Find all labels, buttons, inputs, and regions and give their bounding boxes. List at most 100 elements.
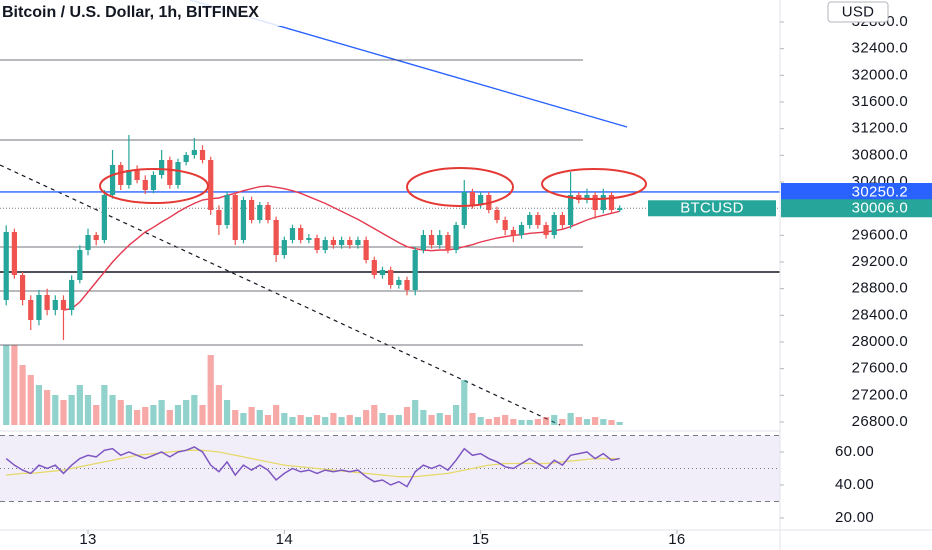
volume-bar — [469, 413, 476, 425]
volume-bar — [166, 410, 173, 425]
volume-bar — [223, 400, 231, 425]
candle-body — [551, 215, 557, 235]
volume-bar — [305, 417, 312, 425]
candle-body — [420, 235, 426, 250]
candle-body — [142, 180, 148, 190]
volume-bar — [313, 415, 321, 425]
volume-bar — [420, 410, 427, 425]
candle-body — [44, 295, 50, 310]
candle-body — [567, 195, 574, 225]
x-tick-label: 15 — [472, 531, 489, 548]
x-tick-label: 13 — [79, 531, 96, 548]
volume-bar — [428, 415, 435, 425]
volume-bar — [35, 385, 43, 425]
y-tick-label: 29200.0 — [852, 253, 908, 270]
symbol-badge — [648, 200, 776, 217]
volume-bar — [264, 415, 272, 425]
labels: Bitcoin / U.S. Dollar, 1h, BITFINEX USD … — [0, 0, 932, 218]
volume-bar — [542, 417, 550, 425]
rsi-line — [5, 446, 620, 488]
candle-body — [355, 240, 361, 245]
candle-body — [330, 240, 337, 245]
candle-body — [85, 235, 91, 250]
candle-body — [510, 230, 516, 235]
volume-bar — [412, 400, 419, 425]
rsi-tick-label: 40.00 — [835, 476, 874, 493]
volume-bar — [240, 413, 247, 425]
drawings-over — [99, 167, 647, 207]
volume-bar — [289, 417, 296, 425]
candle-body — [535, 215, 541, 225]
candle-body — [36, 295, 42, 320]
candle-body — [428, 235, 435, 245]
volume-bar — [485, 419, 492, 425]
candle-body — [396, 280, 402, 285]
volume-bar — [493, 417, 501, 425]
alert-badge — [781, 182, 932, 201]
candle-body — [19, 275, 26, 300]
volume-bar — [600, 419, 607, 425]
candle-body — [518, 225, 525, 235]
candle-body — [101, 195, 107, 240]
candle-body — [183, 155, 189, 162]
volume-bar — [60, 400, 67, 425]
y-tick-label: 28400.0 — [852, 306, 908, 323]
candle-body — [494, 210, 500, 220]
volume-bar — [133, 410, 141, 425]
candle-body — [608, 195, 615, 210]
last-price-label: 30006.0 — [852, 200, 908, 217]
volume-bar — [559, 419, 566, 425]
candle-body — [371, 260, 377, 275]
candle-body — [248, 200, 255, 220]
volume-bar — [11, 345, 18, 425]
volume-bar — [526, 420, 533, 425]
y-tick-label: 27200.0 — [852, 386, 908, 403]
volume-bar — [387, 415, 394, 425]
candle-body — [224, 195, 230, 225]
volume-layer — [3, 345, 623, 425]
volume-bar — [583, 419, 591, 425]
candle-body — [150, 175, 157, 190]
candle-body — [363, 240, 369, 260]
volume-bar — [232, 410, 239, 425]
alert-label: 30250.2 — [852, 183, 908, 200]
candle-body — [314, 238, 320, 250]
candle-body — [445, 235, 451, 250]
y-tick-label: 31600.0 — [852, 93, 908, 110]
candle-body — [289, 228, 296, 240]
candle-body — [28, 300, 34, 320]
volume-bar — [510, 419, 517, 425]
volume-bar — [608, 420, 615, 425]
candle-body — [60, 300, 67, 310]
volume-bar — [403, 407, 411, 425]
candle-body — [257, 205, 263, 220]
volume-bar — [322, 417, 329, 425]
volume-bar — [452, 405, 460, 425]
volume-bar — [207, 355, 214, 425]
candle-body — [322, 240, 328, 250]
volume-bar — [444, 415, 452, 425]
y-tick-label: 30800.0 — [852, 146, 908, 163]
volume-bar — [174, 405, 182, 425]
currency-box[interactable] — [827, 1, 889, 23]
volume-bar — [518, 420, 525, 425]
rsi-band — [0, 435, 780, 502]
volume-bar — [142, 407, 149, 425]
candle-body — [3, 232, 9, 300]
y-tick-label: 32400.0 — [852, 40, 908, 57]
candle-body — [502, 220, 508, 230]
candle-body — [11, 232, 18, 275]
volume-bar — [101, 385, 108, 425]
volume-bar — [551, 415, 558, 425]
volume-bar — [191, 395, 198, 425]
candle-body — [281, 240, 287, 255]
candle-body — [52, 300, 58, 310]
candle-body — [216, 210, 222, 225]
volume-bar — [150, 405, 157, 425]
volume-bar — [52, 395, 59, 425]
volume-bar — [379, 413, 386, 425]
volume-bar — [215, 385, 222, 425]
candle-body — [191, 150, 197, 155]
